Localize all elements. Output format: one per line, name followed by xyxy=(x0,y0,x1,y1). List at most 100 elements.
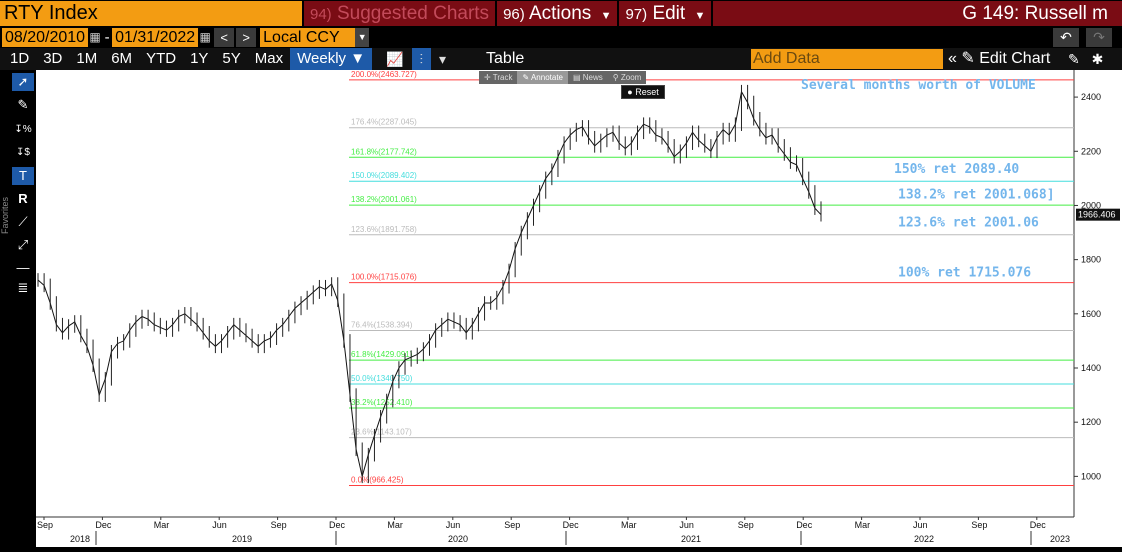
actions-menu[interactable]: 96) Actions ▼ xyxy=(497,1,618,26)
x-tick-label: Sep xyxy=(504,520,520,530)
percent-tool-icon[interactable]: ↧% xyxy=(14,124,32,135)
currency-select[interactable]: Local CCY xyxy=(260,28,356,47)
fib-label: 38.2%(1252.410) xyxy=(351,398,413,407)
y-tick-label: 2200 xyxy=(1081,146,1101,156)
pointer-icon[interactable]: ➚ xyxy=(12,73,34,91)
horizontal-line-icon[interactable]: — xyxy=(16,260,30,275)
channel-icon[interactable]: ≣ xyxy=(17,280,29,295)
y-tick-label: 1200 xyxy=(1081,417,1101,427)
x-tick-label: Dec xyxy=(1030,520,1047,530)
annotation-text: 138.2% ret 2001.068] xyxy=(898,188,1055,203)
x-tick-label: Mar xyxy=(154,520,170,530)
x-year-label: 2022 xyxy=(914,534,934,544)
y-tick-label: 1600 xyxy=(1081,309,1101,319)
x-tick-label: Dec xyxy=(95,520,112,530)
fib-label: 61.8%(1429.091) xyxy=(351,350,413,359)
fib-label: 50.0%(1340.750) xyxy=(351,374,413,383)
trendline-icon[interactable]: ⟋ xyxy=(18,214,28,229)
x-year-label: 2020 xyxy=(448,534,468,544)
news-label: News xyxy=(582,73,603,82)
chevron-down-icon[interactable]: ▼ xyxy=(355,28,370,47)
y-tick-label: 2000 xyxy=(1081,200,1101,210)
period-1y[interactable]: 1Y xyxy=(190,50,209,67)
x-tick-label: Sep xyxy=(971,520,987,530)
annotation-text: 100% ret 1715.076 xyxy=(898,265,1031,280)
x-tick-label: Jun xyxy=(446,520,461,530)
annotation-text: 123.6% ret 2001.06 xyxy=(898,216,1039,231)
track-label: Track xyxy=(492,73,513,82)
fib-label: 100.0%(1715.076) xyxy=(351,273,417,282)
period-3d[interactable]: 3D xyxy=(43,50,63,67)
next-period-button[interactable]: > xyxy=(236,28,257,47)
edit-menu[interactable]: 97) Edit ▼ xyxy=(619,1,712,26)
x-tick-label: Dec xyxy=(796,520,813,530)
bar-chart-type-icon[interactable]: ⫶ xyxy=(411,48,431,70)
x-tick-label: Sep xyxy=(37,520,53,530)
edit-number: 97) xyxy=(625,6,648,23)
table-button[interactable]: Table xyxy=(486,50,525,67)
chart-area[interactable]: 200.0%(2463.727) 176.4%(2287.045) 161.8%(2… xyxy=(36,70,1122,547)
x-tick-label: Sep xyxy=(738,520,754,530)
calendar-icon[interactable]: ▦ xyxy=(199,30,211,44)
chart-title: G 149: Russell m xyxy=(713,1,1122,26)
annotate-button[interactable]: ✎ Annotate xyxy=(517,71,568,84)
ticker-field[interactable]: RTY Index xyxy=(0,1,302,26)
zoom-button[interactable]: ⚲ Zoom xyxy=(612,73,642,82)
redo-icon[interactable]: ↷ xyxy=(1086,28,1112,47)
edit-chart-label: Edit Chart xyxy=(979,50,1051,67)
y-tick-label: 1000 xyxy=(1081,471,1101,481)
undo-icon[interactable]: ↶ xyxy=(1053,28,1079,47)
fib-label: 138.2%(2001.061) xyxy=(351,195,417,204)
dollar-tool-icon[interactable]: ↧$ xyxy=(16,147,30,158)
calendar-icon[interactable]: ▦ xyxy=(89,30,101,44)
plot-background xyxy=(36,70,1074,517)
start-date-field[interactable]: 08/20/2010 xyxy=(2,28,89,47)
pencil-icon: ✎ xyxy=(961,50,980,67)
x-tick-label: Dec xyxy=(563,520,580,530)
x-tick-label: Jun xyxy=(679,520,694,530)
date-row: 08/20/2010 ▦ - 01/31/2022 ▦ < > Local CC… xyxy=(0,27,1122,48)
price-chart[interactable]: 200.0%(2463.727) 176.4%(2287.045) 161.8%(2… xyxy=(36,70,1122,547)
y-tick-label: 2400 xyxy=(1081,92,1101,102)
period-6m[interactable]: 6M xyxy=(111,50,133,67)
fib-label: 200.0%(2463.727) xyxy=(351,70,417,79)
x-year-label: 2018 xyxy=(70,534,90,544)
end-date-field[interactable]: 01/31/2022 xyxy=(112,28,199,47)
fib-label: 176.4%(2287.045) xyxy=(351,118,417,127)
reset-button[interactable]: ● Reset xyxy=(621,85,665,99)
x-tick-label: Sep xyxy=(271,520,287,530)
edit-chart-button[interactable]: « ✎ Edit Chart xyxy=(948,48,1050,70)
y-tick-label: 1400 xyxy=(1081,363,1101,373)
track-button[interactable]: ✛ Track xyxy=(484,73,513,82)
actions-number: 96) xyxy=(503,6,525,23)
last-price-tag xyxy=(1076,208,1120,221)
date-separator: - xyxy=(104,29,110,46)
period-ytd[interactable]: YTD xyxy=(146,50,177,67)
period-1m[interactable]: 1M xyxy=(76,50,98,67)
gear-icon[interactable]: ✱ xyxy=(1091,51,1104,67)
edit-icon[interactable]: ✎ xyxy=(1068,51,1080,67)
chart-type-dropdown-icon[interactable]: ▾ xyxy=(439,51,447,67)
period-1d[interactable]: 1D xyxy=(10,50,30,67)
ray-line-icon[interactable]: ⤢ xyxy=(17,237,29,252)
x-tick-label: Jun xyxy=(913,520,928,530)
favorites-label: Favorites xyxy=(0,196,10,234)
period-5y[interactable]: 5Y xyxy=(222,50,241,67)
add-data-input[interactable]: Add Data xyxy=(751,49,943,69)
prev-period-button[interactable]: < xyxy=(214,28,235,47)
frequency-select[interactable]: Weekly ▼ xyxy=(290,48,373,70)
annotation-text: Several months worth of VOLUME xyxy=(801,78,1036,93)
pen-icon[interactable]: ✎ xyxy=(17,97,29,112)
news-button[interactable]: ▤ News xyxy=(573,73,603,82)
text-tool-icon[interactable]: T xyxy=(12,167,34,185)
x-axis-background xyxy=(36,517,1074,547)
zoom-label: Zoom xyxy=(620,73,642,82)
retracement-tool-icon[interactable]: R xyxy=(18,191,28,206)
double-chevron-left-icon[interactable]: « xyxy=(948,50,957,67)
annotation-text: 150% ret 2089.40 xyxy=(894,162,1019,177)
line-chart-icon[interactable]: 📈 xyxy=(386,51,404,67)
period-max[interactable]: Max xyxy=(254,50,284,67)
fib-label: 161.8%(2177.742) xyxy=(351,147,417,156)
annotate-label: Annotate xyxy=(530,73,563,82)
suggested-charts-menu[interactable]: 94) Suggested Charts xyxy=(304,1,496,26)
